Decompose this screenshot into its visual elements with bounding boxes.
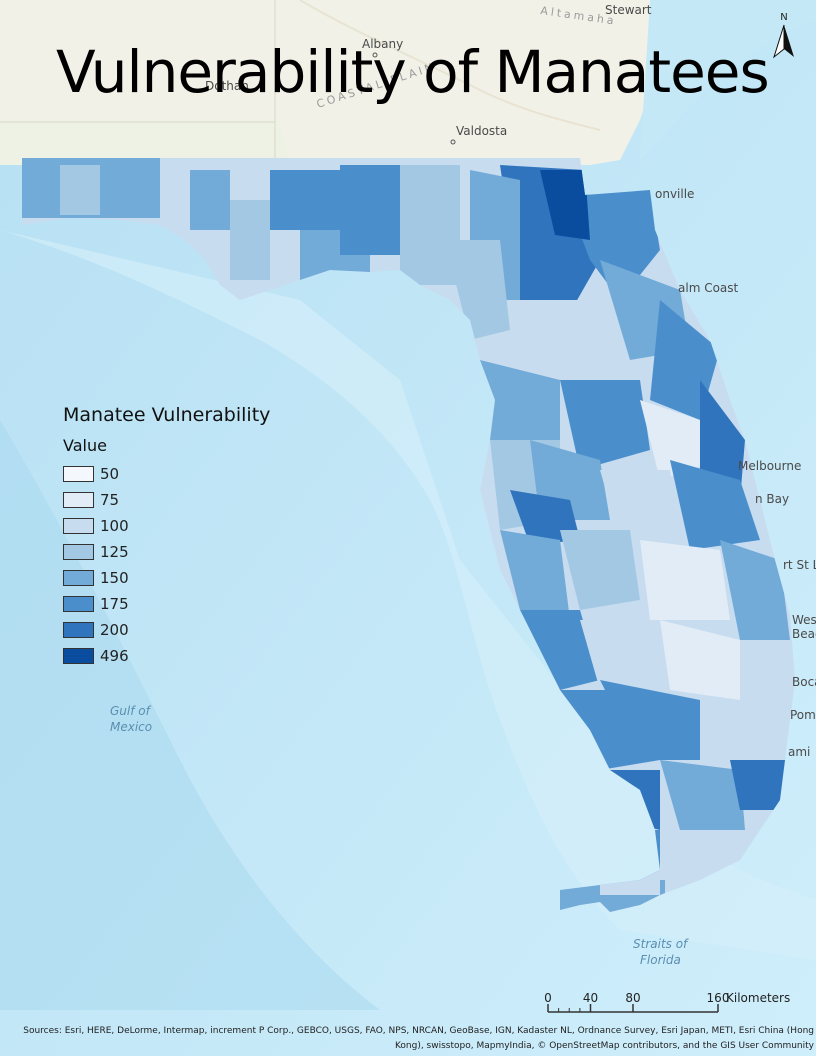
legend-swatch [63, 570, 94, 586]
legend-swatch [63, 544, 94, 560]
map-title: Vulnerability of Manatees [56, 38, 770, 106]
legend-swatch [63, 466, 94, 482]
scale-tick-label: 160 [707, 991, 730, 1005]
legend-label: 100 [100, 517, 129, 535]
label-west-palm-1: Wes [792, 613, 816, 627]
label-palm-bay: n Bay [755, 492, 789, 506]
label-miami: ami [788, 745, 810, 759]
marker-albany [372, 52, 378, 58]
legend-label: 50 [100, 465, 120, 483]
legend-field: Value [63, 436, 107, 455]
atlantic-coast [640, 0, 816, 160]
scale-unit: Kilometers [726, 991, 790, 1005]
state-border [0, 0, 276, 165]
label-port-st-lucie: rt St L [783, 558, 816, 572]
legend-item: 150 [63, 565, 270, 591]
scale-tick-label: 40 [583, 991, 598, 1005]
legend-label: 175 [100, 595, 129, 613]
label-gulf-2: Mexico [110, 720, 152, 734]
legend-title: Manatee Vulnerability [63, 404, 271, 426]
label-stewart: Stewart [605, 3, 652, 17]
legend-swatch [63, 622, 94, 638]
legend-item: 200 [63, 617, 270, 643]
attribution-line-2: Kong), swisstopo, MapmyIndia, © OpenStre… [394, 1041, 814, 1051]
legend-label: 150 [100, 569, 129, 587]
north-arrow: N [772, 12, 796, 62]
legend-label: 75 [100, 491, 120, 509]
basemap-road [299, 0, 601, 131]
basemap-land-shade [0, 120, 290, 165]
label-albany: Albany [362, 37, 403, 51]
north-letter: N [780, 12, 788, 23]
scale-bar: 0 40 80 160 Kilometers [530, 990, 810, 1020]
label-straits-2: Florida [640, 953, 681, 967]
label-dothan: Dothan [205, 79, 249, 93]
label-straits-1: Straits of [633, 937, 689, 951]
label-west-palm-2: Beac [792, 627, 816, 641]
label-pompano: Pom [790, 708, 816, 722]
legend-item: 50 [63, 461, 270, 487]
legend-swatch [63, 648, 94, 664]
label-boca: Boca [792, 675, 816, 689]
legend: Manatee Vulnerability Value 50 75 100 125 15… [63, 404, 270, 669]
attribution: Sources: Esri, HERE, DeLorme, Intermap, … [0, 1024, 814, 1054]
legend-label: 200 [100, 621, 129, 639]
label-gulf-1: Gulf of [110, 704, 152, 718]
legend-label: 496 [100, 647, 129, 665]
marker-valdosta [450, 139, 456, 145]
legend-item: 175 [63, 591, 270, 617]
north-arrow-icon [773, 24, 794, 59]
legend-label: 125 [100, 543, 129, 561]
scale-tick-label: 0 [544, 991, 552, 1005]
legend-items: 50 75 100 125 150 175 200 496 [63, 461, 270, 669]
legend-item: 125 [63, 539, 270, 565]
legend-swatch [63, 518, 94, 534]
deep-water [0, 420, 380, 1010]
continental-shelf [0, 230, 816, 960]
legend-item: 100 [63, 513, 270, 539]
legend-swatch [63, 492, 94, 508]
label-valdosta: Valdosta [456, 124, 507, 138]
attribution-line-1: Sources: Esri, HERE, DeLorme, Intermap, … [23, 1026, 814, 1036]
legend-item: 496 [63, 643, 270, 669]
label-melbourne: Melbourne [738, 459, 801, 473]
scale-tick-label: 80 [625, 991, 640, 1005]
label-palm-coast: alm Coast [678, 281, 739, 295]
label-jacksonville: onville [655, 187, 694, 201]
legend-swatch [63, 596, 94, 612]
legend-item: 75 [63, 487, 270, 513]
